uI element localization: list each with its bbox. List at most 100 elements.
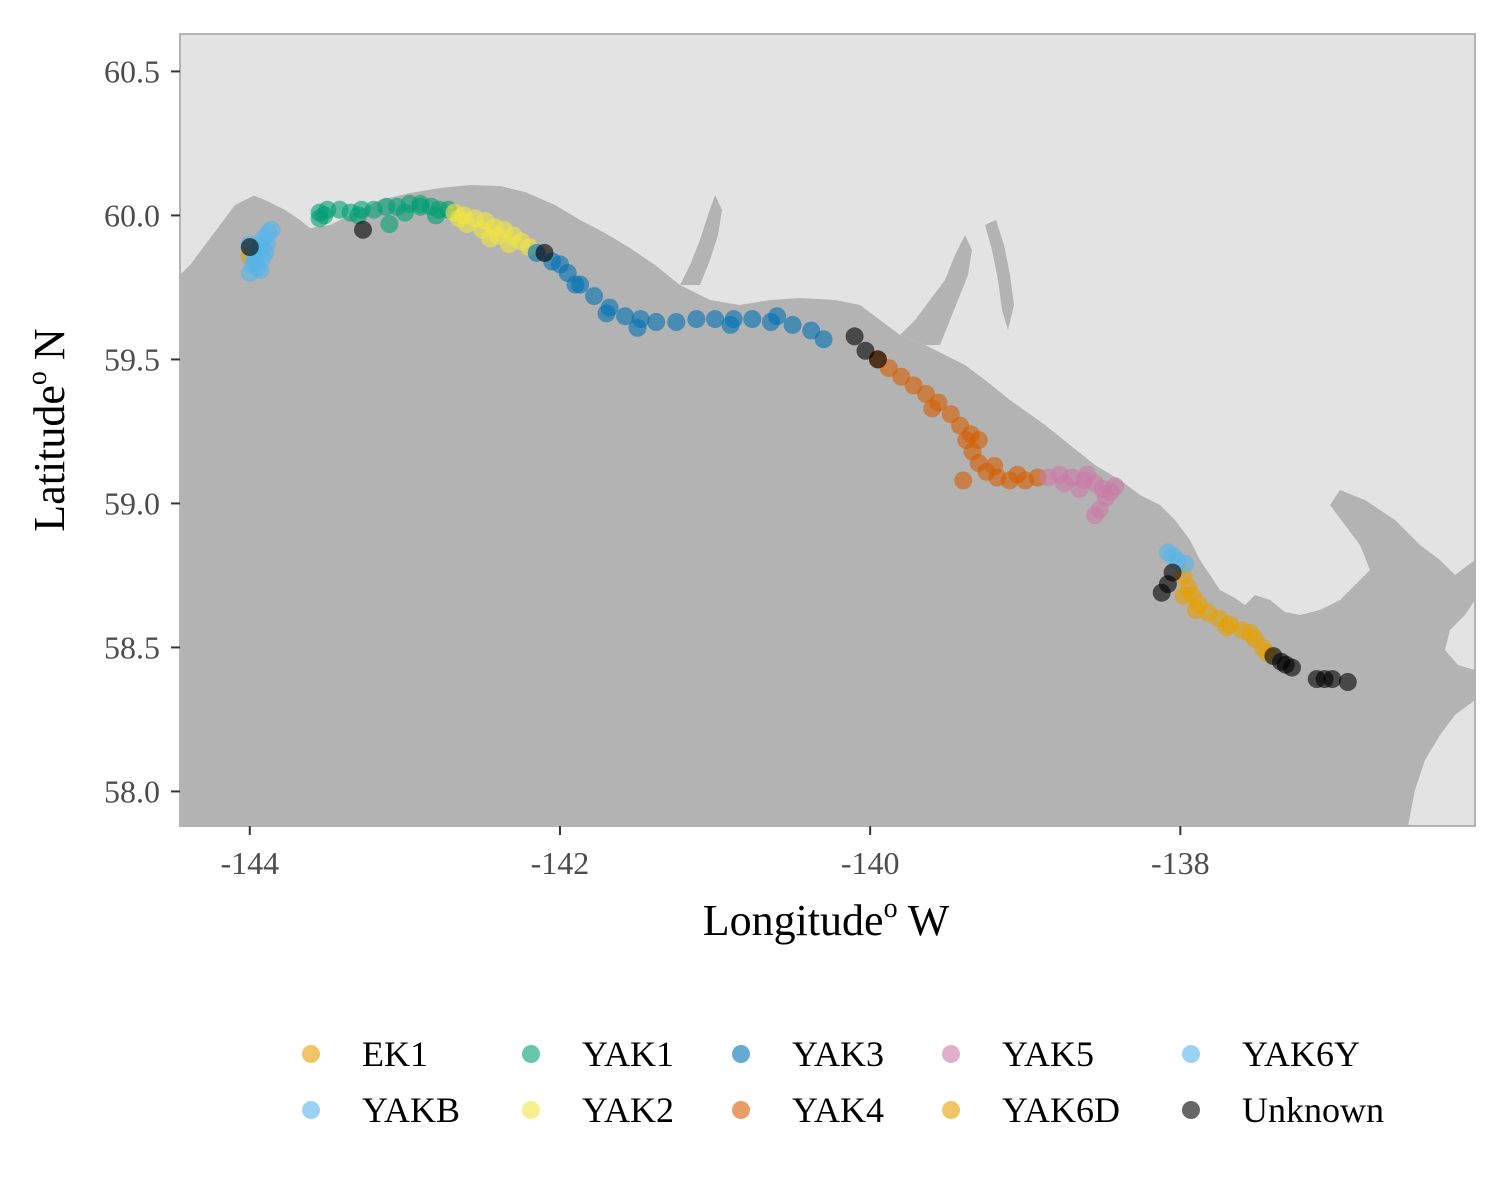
point-yak3 [597, 304, 616, 323]
point-yak6d [1186, 601, 1205, 619]
point-yak3 [566, 275, 585, 294]
point-yak1 [426, 206, 445, 225]
x-tick-label: -140 [841, 845, 900, 881]
point-yakb [247, 252, 265, 271]
point-yak2 [450, 209, 469, 228]
point-yak3 [768, 307, 787, 326]
point-yak3 [721, 315, 740, 334]
point-yak4 [923, 399, 942, 418]
point-unknown [1283, 658, 1301, 677]
legend-key-icon [942, 1045, 960, 1063]
point-unknown [1323, 670, 1342, 689]
legend-label: YAK5 [1002, 1034, 1095, 1074]
point-unknown [535, 243, 554, 262]
land-southeast-islands [1408, 700, 1475, 826]
legend-item-ek1: EK1 [290, 1030, 510, 1078]
legend-label: YAKB [362, 1090, 461, 1130]
legend-item-yak1: YAK1 [510, 1030, 720, 1078]
legend-label: YAK2 [582, 1090, 675, 1130]
legend-item-yak6y: YAK6Y [1170, 1030, 1410, 1078]
axes-layer: -144 -142 -140 -138 58.0 58.5 59.0 59.5 60.0 60.5 [104, 53, 1210, 881]
inland-channel-east [985, 220, 1014, 330]
land-mainland [180, 34, 1475, 615]
legend-key-icon [522, 1045, 540, 1063]
point-yak3 [628, 318, 647, 337]
panel-border [179, 33, 1476, 827]
land-west-peninsula [180, 130, 290, 275]
point-yak3 [551, 255, 569, 274]
point-yakb [262, 220, 281, 239]
y-tick-label: 59.5 [104, 341, 160, 377]
point-yak4 [1008, 465, 1027, 484]
legend-key-icon [1182, 1045, 1200, 1063]
legend-key-icon [1182, 1101, 1200, 1119]
legend-key-icon [732, 1101, 750, 1119]
point-unknown [868, 350, 887, 369]
point-unknown [354, 220, 372, 239]
legend-label: YAK4 [792, 1090, 885, 1130]
legend-item-unknown: Unknown [1170, 1086, 1410, 1134]
legend-item-yak3: YAK3 [720, 1030, 930, 1078]
point-yak3 [687, 310, 706, 329]
y-tick-label: 58.5 [104, 629, 160, 665]
legend-key-icon [732, 1045, 750, 1063]
point-yak4 [969, 431, 988, 450]
point-yak3 [783, 315, 802, 334]
point-yak4 [985, 457, 1004, 475]
legend-item-yak2: YAK2 [510, 1086, 720, 1134]
legend-item-yak5: YAK5 [930, 1030, 1170, 1078]
y-tick-label: 60.0 [104, 197, 160, 233]
point-yak1 [349, 206, 368, 225]
land-southeast-island-2 [1445, 600, 1475, 670]
point-yak5 [1078, 465, 1097, 484]
x-tick-label: -144 [220, 845, 279, 881]
point-yak3 [743, 310, 762, 329]
point-yak6d [1174, 586, 1193, 605]
point-yak6d [1241, 624, 1260, 642]
y-axis-title: Latitudeo N [22, 328, 74, 531]
point-yak1 [310, 209, 329, 228]
legend-label: Unknown [1242, 1090, 1384, 1130]
point-yak5 [1086, 506, 1104, 524]
point-yak3 [667, 313, 686, 331]
point-yak5 [1070, 480, 1089, 498]
legend-key-icon [302, 1101, 320, 1119]
legend-label: YAK1 [582, 1034, 675, 1074]
point-yak3 [706, 310, 725, 329]
point-yak3 [585, 287, 604, 306]
point-yak3 [647, 313, 666, 331]
x-axis-title: Longitudeo W [703, 893, 950, 945]
legend-key-icon [302, 1045, 320, 1063]
points-layer [240, 194, 1357, 691]
point-yak6d [1217, 618, 1236, 637]
point-unknown [845, 327, 864, 346]
point-unknown [240, 238, 259, 257]
legend-key-icon [942, 1101, 960, 1119]
legend-label: YAK6D [1002, 1090, 1121, 1130]
y-tick-label: 60.5 [104, 53, 160, 89]
point-yak5 [1055, 474, 1073, 493]
point-yak3 [814, 330, 833, 349]
y-tick-label: 59.0 [104, 485, 160, 521]
x-tick-label: -138 [1151, 845, 1210, 881]
legend-label: YAK6Y [1242, 1034, 1361, 1074]
point-yak1 [395, 203, 414, 222]
legend-item-yak6d: YAK6D [930, 1086, 1170, 1134]
point-yak1 [411, 194, 430, 213]
x-tick-label: -142 [531, 845, 590, 881]
point-yak2 [481, 229, 500, 248]
icy-bay-inlet [680, 195, 722, 285]
legend-item-yakb: YAKB [290, 1086, 510, 1134]
point-yak3 [616, 307, 635, 326]
legend-label: YAK3 [792, 1034, 885, 1074]
point-unknown [1338, 673, 1357, 691]
point-yak2 [499, 235, 518, 254]
map-panel [180, 34, 1475, 826]
point-yak1 [380, 215, 399, 234]
point-yak4 [954, 471, 973, 490]
legend-label: EK1 [362, 1034, 428, 1074]
legend: EK1 YAK1 YAK3 YAK5 YAK6Y YAKB YAK2 YAK4 YAK6D Unk… [290, 1030, 1440, 1134]
legend-key-icon [522, 1101, 540, 1119]
point-unknown [1152, 583, 1171, 602]
